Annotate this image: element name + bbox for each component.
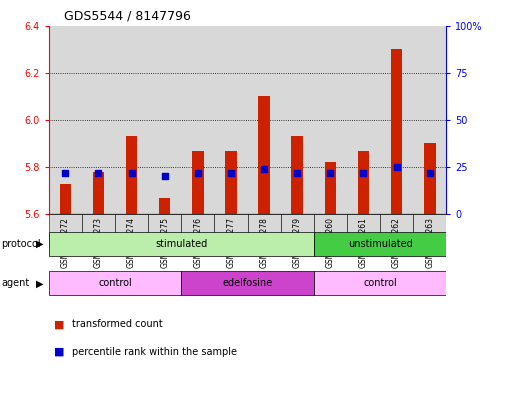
Bar: [214, 214, 247, 248]
Text: GSM1084273: GSM1084273: [94, 217, 103, 268]
Text: GSM1084279: GSM1084279: [293, 217, 302, 268]
Point: [194, 169, 202, 176]
Bar: [148, 26, 181, 214]
Bar: [358, 151, 369, 214]
Bar: [115, 214, 148, 248]
Point: [61, 169, 69, 176]
Text: ▶: ▶: [36, 239, 44, 249]
Point: [392, 164, 401, 170]
Bar: [115, 26, 148, 214]
Text: GSM1084272: GSM1084272: [61, 217, 70, 268]
Bar: [82, 214, 115, 248]
Bar: [291, 136, 303, 214]
Text: control: control: [363, 278, 397, 288]
Point: [161, 173, 169, 180]
Text: GDS5544 / 8147796: GDS5544 / 8147796: [64, 10, 191, 23]
Bar: [49, 26, 82, 214]
Text: ■: ■: [54, 347, 64, 357]
Bar: [126, 136, 137, 214]
Point: [326, 169, 334, 176]
Bar: [148, 214, 181, 248]
Bar: [214, 26, 247, 214]
Bar: [325, 162, 336, 214]
Text: protocol: protocol: [1, 239, 41, 249]
Text: agent: agent: [1, 278, 29, 288]
Bar: [424, 143, 436, 214]
Text: GSM1084276: GSM1084276: [193, 217, 202, 268]
Bar: [314, 214, 347, 248]
Bar: [347, 214, 380, 248]
Text: GSM1084263: GSM1084263: [425, 217, 434, 268]
Text: GSM1084260: GSM1084260: [326, 217, 335, 268]
Point: [260, 166, 268, 172]
Point: [127, 169, 135, 176]
Bar: [281, 26, 314, 214]
Bar: [159, 198, 170, 214]
Text: ▶: ▶: [36, 278, 44, 288]
Bar: [60, 184, 71, 214]
Point: [227, 169, 235, 176]
Text: GSM1084262: GSM1084262: [392, 217, 401, 268]
Text: GSM1084277: GSM1084277: [226, 217, 235, 268]
Bar: [247, 26, 281, 214]
Text: GSM1084274: GSM1084274: [127, 217, 136, 268]
Text: edelfosine: edelfosine: [223, 278, 272, 288]
Text: ■: ■: [54, 319, 64, 329]
Bar: [181, 271, 314, 296]
Text: control: control: [98, 278, 132, 288]
Bar: [391, 49, 402, 214]
Bar: [49, 271, 181, 296]
Text: percentile rank within the sample: percentile rank within the sample: [72, 347, 237, 357]
Bar: [181, 26, 214, 214]
Text: transformed count: transformed count: [72, 319, 163, 329]
Text: GSM1084278: GSM1084278: [260, 217, 269, 268]
Bar: [314, 271, 446, 296]
Text: stimulated: stimulated: [155, 239, 207, 249]
Bar: [82, 26, 115, 214]
Text: GSM1084261: GSM1084261: [359, 217, 368, 268]
Bar: [380, 214, 413, 248]
Bar: [49, 214, 82, 248]
Bar: [192, 151, 204, 214]
Bar: [314, 26, 347, 214]
Text: GSM1084275: GSM1084275: [160, 217, 169, 268]
Bar: [314, 232, 446, 256]
Point: [360, 169, 368, 176]
Bar: [181, 214, 214, 248]
Bar: [225, 151, 237, 214]
Point: [293, 169, 301, 176]
Bar: [281, 214, 314, 248]
Bar: [413, 26, 446, 214]
Point: [426, 169, 434, 176]
Bar: [347, 26, 380, 214]
Bar: [49, 232, 314, 256]
Bar: [413, 214, 446, 248]
Bar: [380, 26, 413, 214]
Text: unstimulated: unstimulated: [348, 239, 412, 249]
Bar: [258, 96, 270, 214]
Point: [94, 169, 103, 176]
Bar: [93, 172, 104, 214]
Bar: [247, 214, 281, 248]
